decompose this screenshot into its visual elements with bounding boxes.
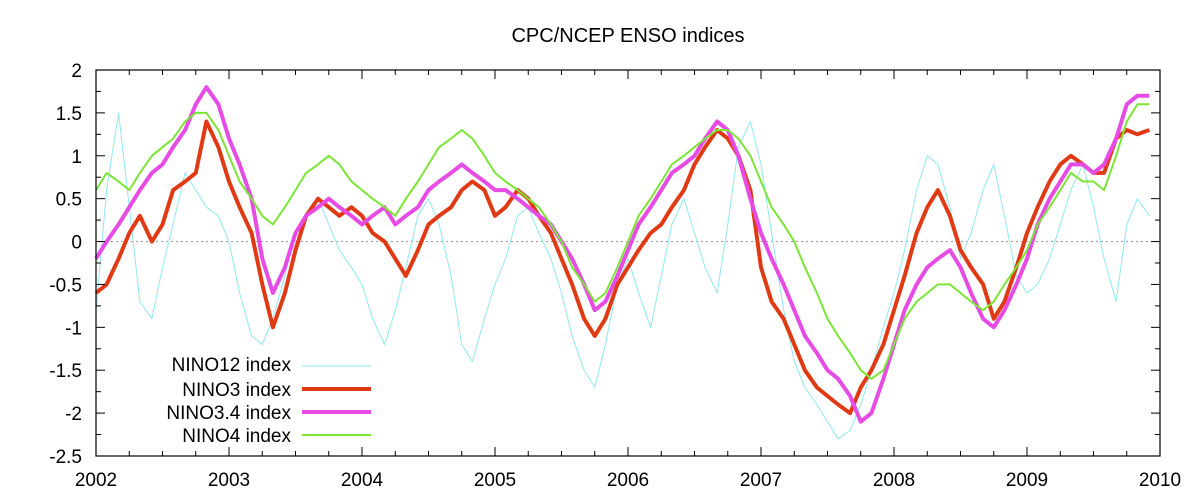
y-tick-label: 0 <box>71 233 82 254</box>
x-tick-label: 2010 <box>1139 470 1181 491</box>
x-tick-label: 2008 <box>873 470 915 491</box>
y-tick-label: -1 <box>65 318 82 339</box>
y-tick-label: 0.5 <box>56 190 82 211</box>
series-group <box>94 85 1151 440</box>
x-tick-label: 2006 <box>607 470 649 491</box>
x-tick-label: 2002 <box>75 470 117 491</box>
y-tick-label: 1.5 <box>56 104 82 125</box>
legend: NINO12 index NINO3 index NINO3.4 index N… <box>166 355 371 447</box>
series-line-nino3-4-index <box>94 85 1150 424</box>
legend-label-nino3: NINO3 index <box>182 380 291 401</box>
x-tick-label: 2003 <box>208 470 250 491</box>
chart-title: CPC/NCEP ENSO indices <box>511 25 744 47</box>
y-axis: 2 1.5 1 0.5 0 -0.5 -1 -1.5 -2 -2.5 <box>49 61 1160 468</box>
x-tick-label: 2004 <box>341 470 384 491</box>
legend-label-nino34: NINO3.4 index <box>166 403 291 424</box>
x-axis: 2002 2003 2004 2005 2006 2007 2008 2009 2010 <box>75 70 1181 491</box>
series-line-nino3-index <box>94 119 1151 416</box>
legend-label-nino12: NINO12 index <box>172 355 292 376</box>
y-tick-label: -2.5 <box>49 447 82 468</box>
y-tick-label: -0.5 <box>49 275 82 296</box>
series-line-nino4-index <box>95 103 1150 380</box>
x-tick-label: 2009 <box>1006 470 1048 491</box>
x-tick-label: 2005 <box>474 470 516 491</box>
y-tick-label: -2 <box>65 404 82 425</box>
legend-label-nino4: NINO4 index <box>182 426 291 447</box>
y-tick-label: -1.5 <box>49 361 82 382</box>
y-tick-label: 1 <box>71 147 82 168</box>
x-tick-label: 2007 <box>740 470 782 491</box>
y-tick-label: 2 <box>71 61 82 82</box>
